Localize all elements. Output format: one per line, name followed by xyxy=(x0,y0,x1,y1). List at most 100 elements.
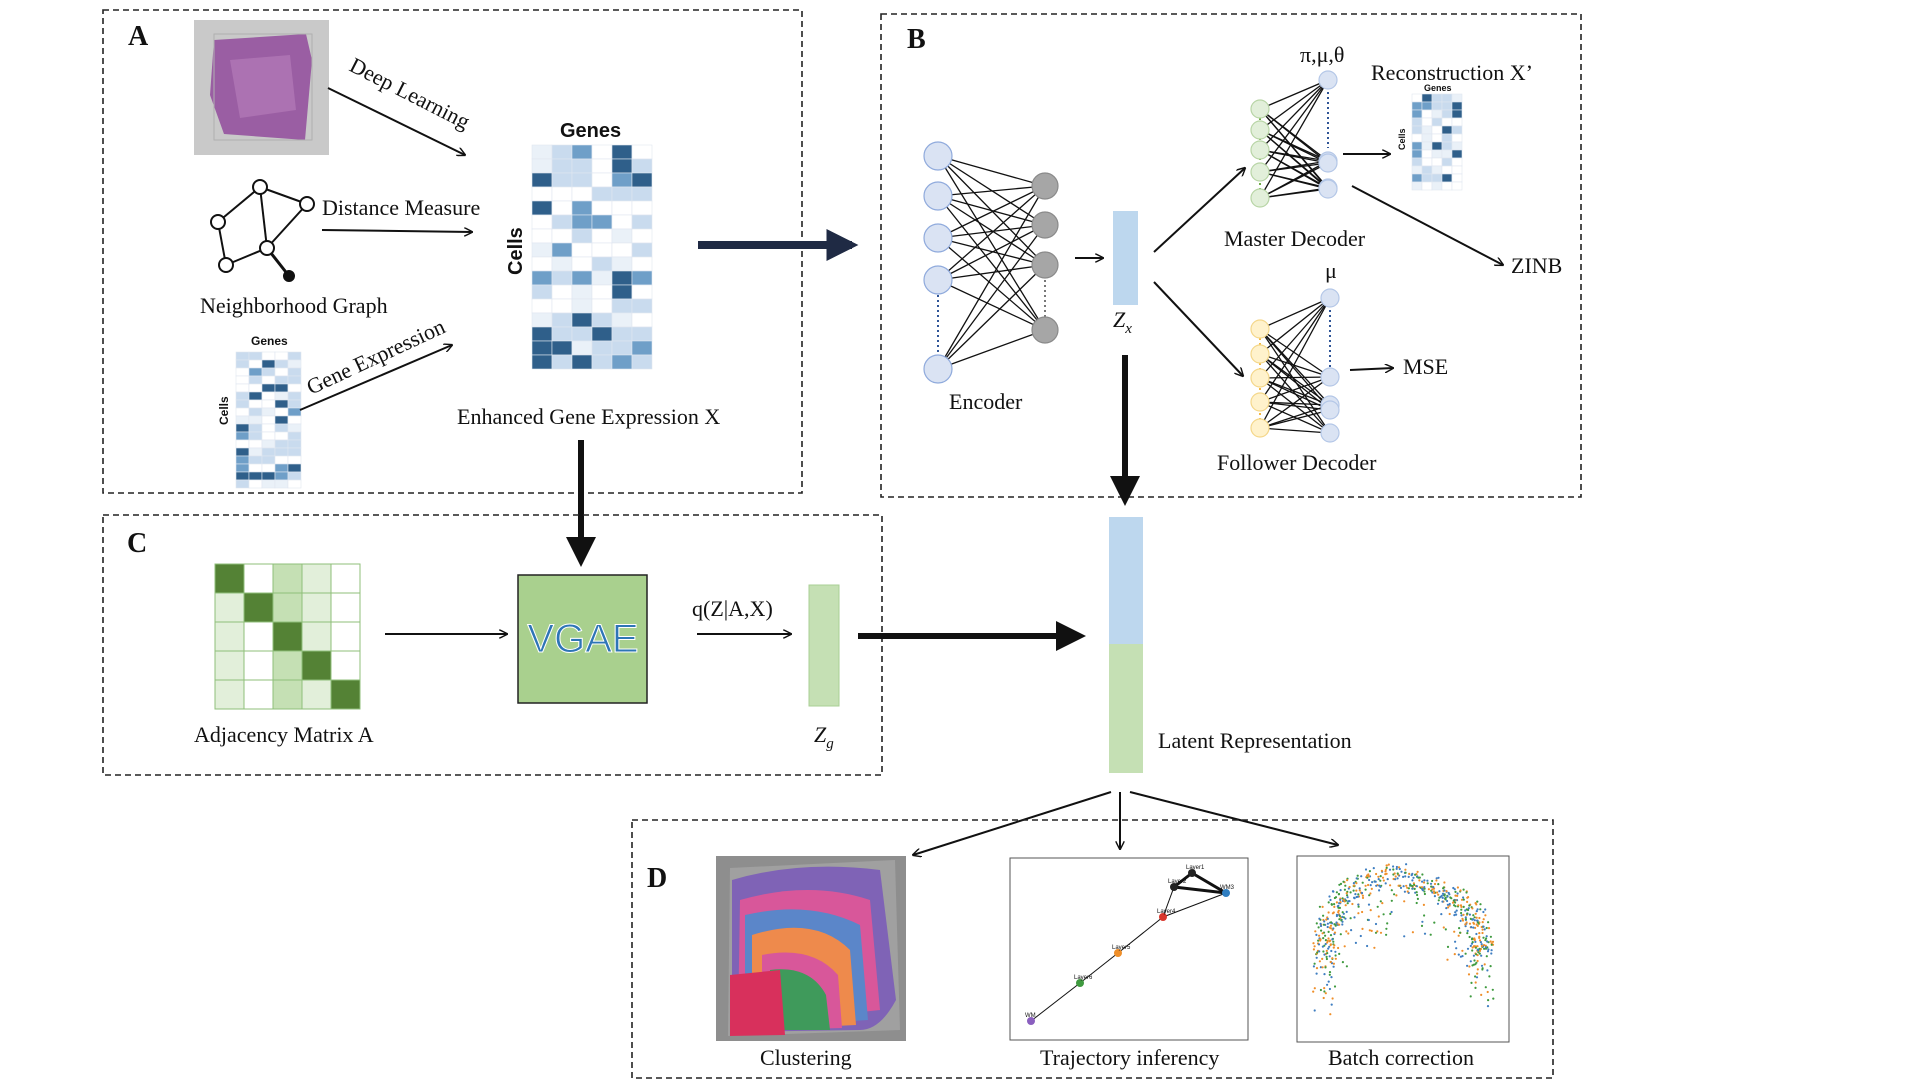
batch-point xyxy=(1369,892,1372,895)
batch-point xyxy=(1469,944,1472,948)
recon-heatmap-cell xyxy=(1421,93,1433,103)
batch-point xyxy=(1444,896,1447,899)
batch-point xyxy=(1476,968,1479,971)
trajectory-node xyxy=(1170,883,1178,891)
master-edge xyxy=(1259,79,1329,199)
batch-point xyxy=(1396,877,1399,880)
small-heatmap-cell xyxy=(261,383,276,393)
recon-heatmap-cell xyxy=(1421,173,1433,183)
small-heatmap-cell xyxy=(248,359,263,369)
trajectory-edge xyxy=(1117,916,1164,954)
batch-point xyxy=(1405,863,1408,866)
batch-point xyxy=(1392,877,1395,881)
batch-point xyxy=(1454,890,1457,894)
batch-point xyxy=(1474,986,1477,990)
batch-point xyxy=(1326,983,1329,986)
gene-expression-arrow xyxy=(299,345,452,411)
batch-point xyxy=(1327,937,1330,940)
batch-point xyxy=(1466,900,1469,904)
batch-point xyxy=(1446,945,1450,949)
batch-point xyxy=(1341,897,1344,900)
batch-point xyxy=(1403,890,1406,893)
big-heatmap-cell xyxy=(531,256,553,272)
batch-point xyxy=(1405,884,1408,887)
batch-point xyxy=(1476,948,1479,951)
batch-point xyxy=(1486,940,1489,943)
batch-point xyxy=(1399,886,1403,890)
batch-point xyxy=(1423,887,1426,890)
neighborhood-graph-label: Neighborhood Graph xyxy=(200,293,388,318)
trajectory-node xyxy=(1222,889,1230,897)
batch-point xyxy=(1454,905,1457,908)
big-heatmap-cell xyxy=(571,144,593,160)
adjacency-label: Adjacency Matrix A xyxy=(194,722,374,747)
batch-point xyxy=(1476,945,1479,948)
batch-point xyxy=(1413,887,1416,891)
batch-point xyxy=(1393,872,1396,875)
batch-point xyxy=(1352,889,1355,892)
batch-point xyxy=(1330,1003,1333,1006)
batch-point xyxy=(1435,879,1438,882)
small-heatmap-cell xyxy=(287,479,302,489)
recon-heatmap-cell xyxy=(1431,93,1443,103)
batch-point xyxy=(1315,967,1319,970)
batch-point xyxy=(1373,880,1376,883)
panel-d-border xyxy=(631,819,1554,1079)
trajectory-node-label: Layer1 xyxy=(1186,865,1205,871)
batch-point xyxy=(1329,1013,1332,1016)
recon-heatmap-cell xyxy=(1411,173,1423,183)
batch-point xyxy=(1491,988,1494,991)
recon-heatmap-cell xyxy=(1441,149,1453,159)
batch-point xyxy=(1450,897,1453,900)
batch-point xyxy=(1478,947,1481,951)
recon-heatmap-cell xyxy=(1451,149,1463,159)
batch-point xyxy=(1328,955,1331,958)
batch-point xyxy=(1346,896,1349,899)
batch-point xyxy=(1466,912,1469,915)
batch-point xyxy=(1324,942,1327,946)
adjacency-cell xyxy=(214,650,245,681)
big-heatmap-cell xyxy=(571,158,593,174)
follower-edge xyxy=(1259,401,1331,406)
batch-point xyxy=(1389,912,1392,916)
small-heatmap-cell xyxy=(235,367,250,377)
follower-edge xyxy=(1259,409,1331,429)
adjacency-cell xyxy=(272,621,303,652)
follower-edge xyxy=(1259,376,1331,429)
mse-label: MSE xyxy=(1403,354,1448,379)
big-heatmap-cell xyxy=(631,144,653,160)
batch-point xyxy=(1406,886,1409,889)
small-heatmap-cell xyxy=(261,423,276,433)
batch-point xyxy=(1479,908,1482,911)
batch-point xyxy=(1421,873,1424,876)
batch-point xyxy=(1322,923,1325,926)
recon-heatmap-cell xyxy=(1451,93,1463,103)
batch-point xyxy=(1407,887,1410,890)
batch-point xyxy=(1412,876,1415,879)
small-heatmap-cell xyxy=(235,423,250,433)
batch-point xyxy=(1339,898,1342,902)
batch-point xyxy=(1474,902,1477,905)
batch-point xyxy=(1460,898,1464,901)
batch-point xyxy=(1484,986,1487,989)
batch-point xyxy=(1433,892,1436,895)
batch-point xyxy=(1329,943,1332,946)
batch-point xyxy=(1337,946,1340,950)
small-heatmap-cell xyxy=(235,455,250,465)
trajectory-edge xyxy=(1030,982,1081,1022)
batch-point xyxy=(1324,966,1327,969)
batch-point xyxy=(1317,943,1321,946)
adjacency-cell xyxy=(243,621,274,652)
adjacency-cell xyxy=(330,650,361,681)
small-heatmap-cell xyxy=(248,391,263,401)
big-heatmap-cell xyxy=(571,284,593,300)
panel-a-letter: A xyxy=(128,21,149,52)
batch-point xyxy=(1472,914,1475,917)
recon-heatmap-cell xyxy=(1431,117,1443,127)
adjacency-cell xyxy=(214,679,245,710)
recon-heatmap-cell xyxy=(1411,157,1423,167)
batch-point xyxy=(1344,917,1347,920)
batch-point xyxy=(1368,894,1371,897)
batch-point xyxy=(1462,896,1465,899)
